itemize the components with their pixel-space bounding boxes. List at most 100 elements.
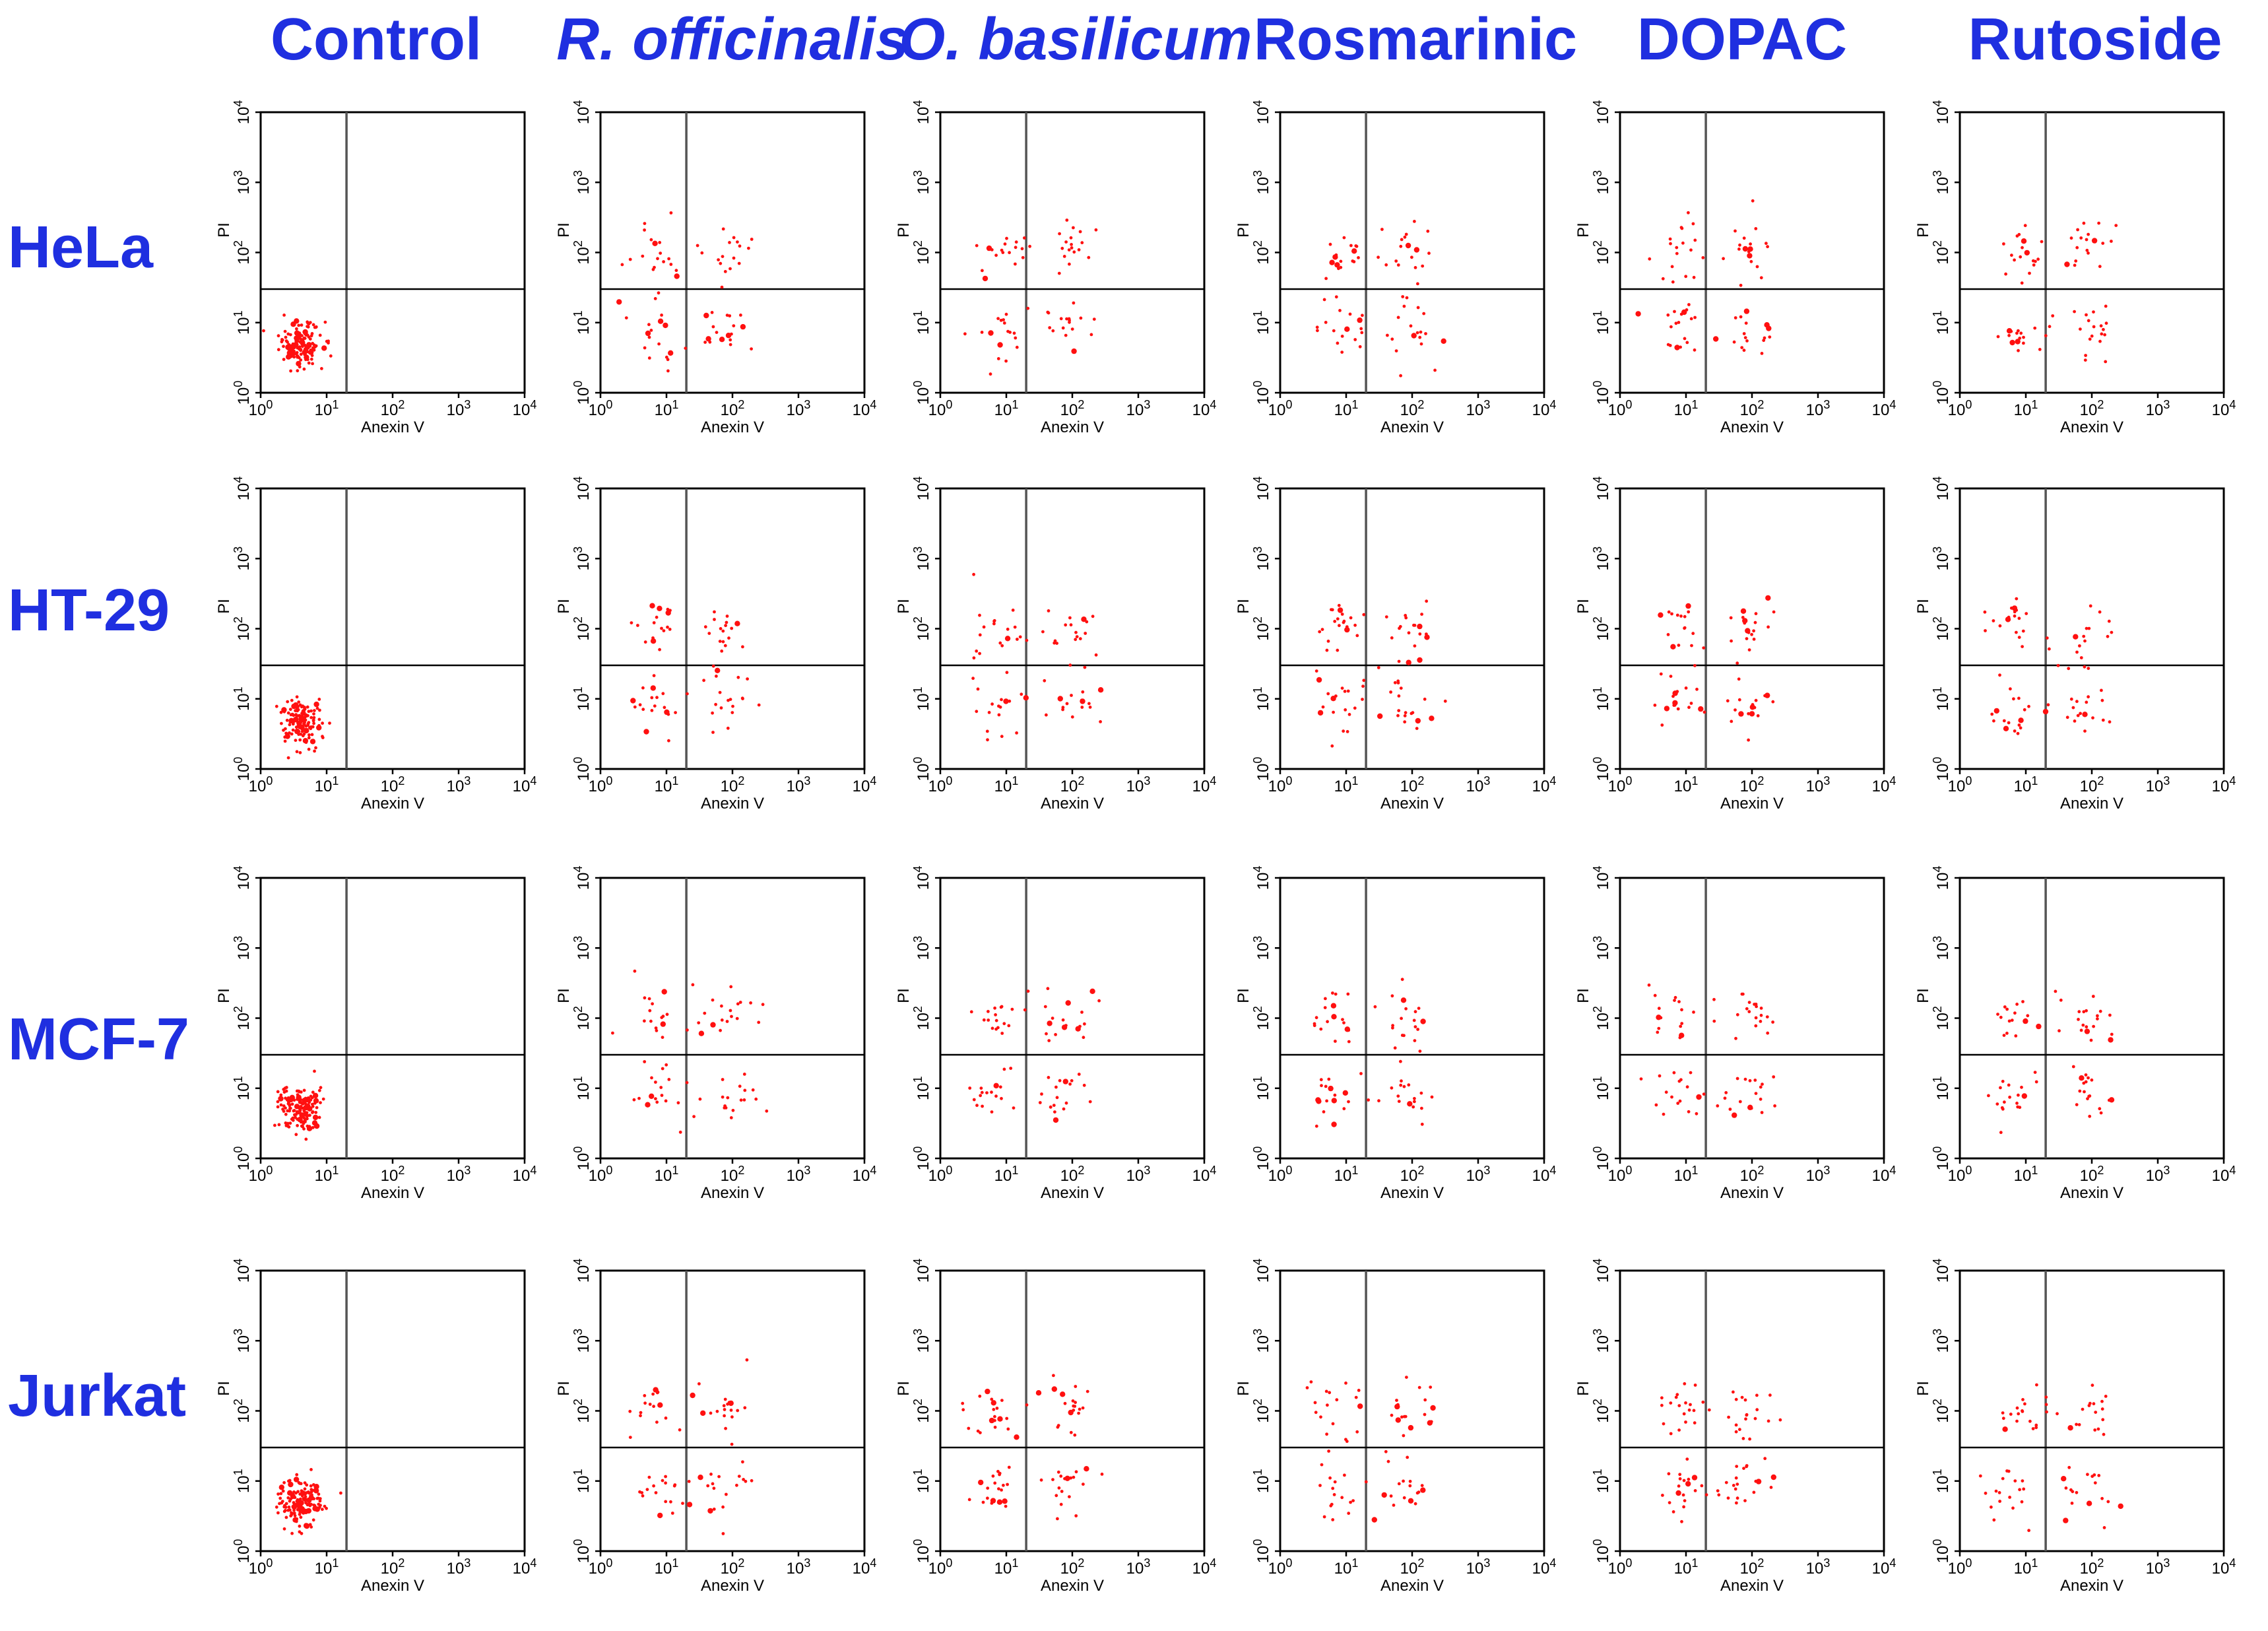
data-point [711,325,715,329]
y-tick-label: 104 [571,477,593,501]
data-point [320,367,323,370]
data-point [1043,1005,1047,1009]
data-point [1430,1095,1434,1099]
data-point [2033,1071,2037,1074]
y-tick-label: 100 [1591,381,1612,405]
data-point [286,332,290,336]
data-point [641,686,645,690]
data-point [2096,1017,2099,1020]
data-point [972,572,975,576]
x-tick-label: 101 [1674,1556,1699,1578]
data-point [1052,1104,1056,1107]
data-point [1001,251,1005,254]
data-point [1743,1398,1747,1402]
data-point [1325,1432,1328,1436]
y-tick-exponent: 2 [571,1006,585,1013]
data-point [1405,296,1409,300]
data-point [1675,613,1679,617]
data-point [1423,1413,1427,1416]
data-point [1413,1100,1416,1104]
data-point [2075,700,2079,704]
data-point [985,1388,990,1395]
x-tick-label: 102 [2080,1556,2104,1578]
data-point [1406,659,1411,665]
y-tick-exponent: 4 [1931,866,1944,873]
x-tick-exponent: 2 [2097,398,2104,411]
data-point [304,1501,308,1505]
y-tick-label: 104 [571,1259,593,1283]
data-point [311,323,315,327]
x-axis-title: Anexin V [1380,1184,1444,1202]
data-point [1324,277,1328,281]
data-point [1681,1493,1685,1497]
data-point [2010,253,2013,257]
data-point [1012,1106,1016,1110]
data-point [307,710,311,714]
data-point [978,651,981,655]
data-point [765,1109,769,1113]
y-tick-exponent: 0 [571,1539,585,1546]
data-point [2077,1018,2080,1021]
data-point [2021,1398,2025,1401]
data-point [2071,706,2075,710]
x-tick-label: 101 [2014,1164,2038,1185]
x-tick-label: 103 [1806,1164,1831,1185]
data-point [1399,374,1403,378]
data-point [1419,330,1423,334]
x-tick-exponent: 3 [804,774,810,787]
y-tick-exponent: 3 [1251,1329,1264,1335]
x-tick-label: 103 [1466,1556,1491,1578]
data-point [1685,341,1689,345]
data-point [1730,639,1733,643]
data-point [2091,716,2094,719]
data-point [655,1420,659,1424]
x-tick-label: 104 [513,1164,537,1185]
data-point [1390,994,1394,998]
data-point [994,1094,998,1098]
data-point [1000,1399,1004,1403]
data-point [1682,1412,1686,1416]
data-point [1396,263,1400,267]
data-point [723,1414,726,1418]
data-point [1020,247,1024,251]
data-point [1357,1403,1363,1409]
data-point [633,969,637,973]
y-tick-label: 104 [911,1259,932,1283]
data-point [1354,1395,1358,1399]
x-tick-exponent: 4 [1549,1164,1556,1177]
data-point [1068,616,1072,620]
data-point [1077,1411,1080,1415]
column-header-dopac: DOPAC [1637,7,1847,73]
data-point [329,354,333,358]
data-point [284,1124,288,1127]
data-point [1990,1505,1993,1509]
data-point [711,731,715,734]
data-point [2108,1097,2115,1103]
data-point [1061,706,1065,710]
data-point [1054,1494,1058,1498]
data-point [328,721,331,725]
data-point [1765,595,1771,601]
data-point [1738,243,1741,247]
data-point [2016,731,2020,735]
data-point [1075,635,1079,638]
data-point [2017,636,2021,639]
data-point [1081,616,1087,622]
data-point [1006,1427,1010,1431]
x-tick-exponent: 2 [2097,1164,2104,1177]
data-point [2009,606,2013,610]
data-point [1059,317,1063,321]
data-point [1693,316,1697,319]
y-tick-label: 103 [1931,936,1952,960]
data-point [1070,246,1074,250]
y-tick-exponent: 2 [232,240,245,247]
data-point [1687,211,1690,215]
x-tick-exponent: 3 [464,1556,470,1570]
y-tick-exponent: 3 [1591,170,1604,177]
data-point [1053,1117,1059,1123]
data-point [1670,612,1673,616]
data-point [1668,237,1672,241]
data-point [1357,1389,1361,1392]
